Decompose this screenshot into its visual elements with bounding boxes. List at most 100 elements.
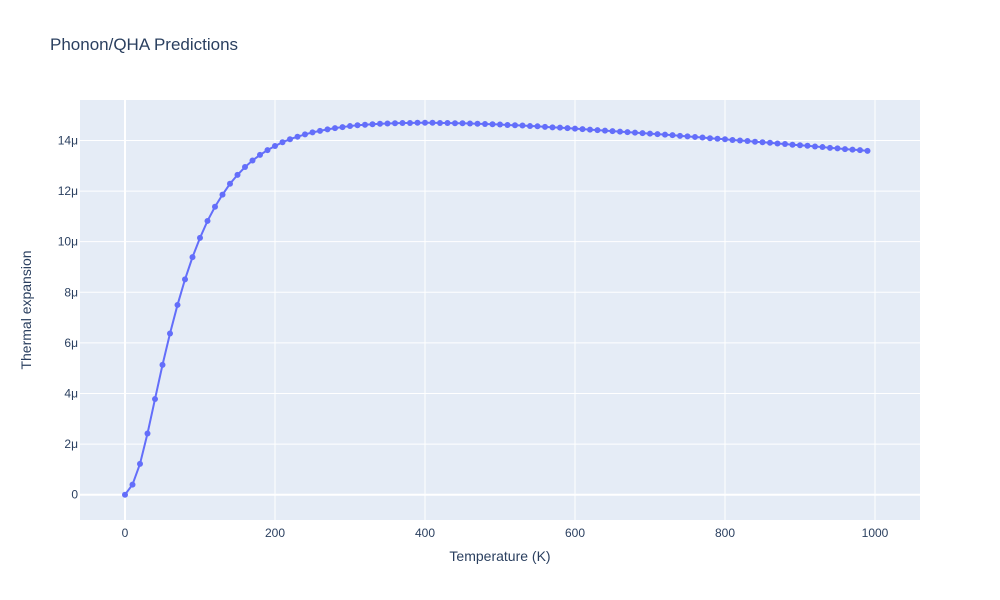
data-point[interactable] xyxy=(212,203,218,210)
data-point[interactable] xyxy=(399,120,406,127)
data-point[interactable] xyxy=(437,120,443,127)
data-point[interactable] xyxy=(152,396,158,403)
data-point[interactable] xyxy=(459,120,466,127)
data-point[interactable] xyxy=(752,138,758,145)
data-point[interactable] xyxy=(467,120,473,127)
data-point[interactable] xyxy=(849,146,856,153)
data-point[interactable] xyxy=(234,171,241,178)
data-point[interactable] xyxy=(774,140,781,147)
data-point[interactable] xyxy=(797,142,803,149)
data-point[interactable] xyxy=(594,127,601,134)
data-point[interactable] xyxy=(369,121,376,128)
data-point[interactable] xyxy=(692,133,698,140)
data-point[interactable] xyxy=(714,135,721,142)
data-point[interactable] xyxy=(602,127,608,134)
data-point[interactable] xyxy=(249,157,256,164)
data-point[interactable] xyxy=(384,120,391,127)
data-point[interactable] xyxy=(662,131,668,138)
plot-area[interactable] xyxy=(80,100,920,520)
data-point[interactable] xyxy=(699,134,706,141)
data-point[interactable] xyxy=(572,125,578,132)
data-point[interactable] xyxy=(287,136,293,143)
data-point[interactable] xyxy=(339,124,346,131)
data-point[interactable] xyxy=(429,119,436,126)
data-point[interactable] xyxy=(759,139,766,146)
data-point[interactable] xyxy=(324,126,331,133)
data-point[interactable] xyxy=(414,119,421,126)
data-point[interactable] xyxy=(159,361,166,368)
data-point[interactable] xyxy=(549,124,556,131)
data-point[interactable] xyxy=(632,129,638,136)
data-point[interactable] xyxy=(242,164,248,171)
data-point[interactable] xyxy=(624,129,631,136)
data-point[interactable] xyxy=(534,123,541,130)
data-point[interactable] xyxy=(647,130,653,137)
data-point[interactable] xyxy=(827,144,833,151)
data-point[interactable] xyxy=(482,121,488,128)
data-point[interactable] xyxy=(309,129,316,136)
data-point[interactable] xyxy=(864,147,871,154)
data-point[interactable] xyxy=(219,191,226,198)
data-point[interactable] xyxy=(789,141,796,148)
data-point[interactable] xyxy=(182,276,188,283)
data-point[interactable] xyxy=(167,330,173,337)
data-point[interactable] xyxy=(767,139,773,146)
data-point[interactable] xyxy=(504,122,511,129)
data-point[interactable] xyxy=(639,130,646,137)
data-point[interactable] xyxy=(474,120,481,127)
data-point[interactable] xyxy=(422,119,428,126)
data-point[interactable] xyxy=(189,254,196,261)
data-point[interactable] xyxy=(407,120,413,127)
data-point[interactable] xyxy=(542,123,548,130)
data-point[interactable] xyxy=(804,142,811,149)
data-point[interactable] xyxy=(834,145,841,152)
data-point[interactable] xyxy=(579,126,586,133)
data-point[interactable] xyxy=(279,139,286,146)
data-point[interactable] xyxy=(557,124,563,131)
data-point[interactable] xyxy=(497,121,503,128)
data-point[interactable] xyxy=(204,217,211,224)
data-point[interactable] xyxy=(654,131,661,138)
data-point[interactable] xyxy=(129,481,136,488)
data-point[interactable] xyxy=(137,460,143,467)
data-point[interactable] xyxy=(677,132,683,139)
data-point[interactable] xyxy=(707,135,713,142)
data-point[interactable] xyxy=(272,143,278,150)
data-point[interactable] xyxy=(347,123,353,130)
data-point[interactable] xyxy=(842,146,848,153)
data-point[interactable] xyxy=(609,128,616,135)
data-point[interactable] xyxy=(362,121,368,128)
data-point[interactable] xyxy=(587,126,593,133)
data-point[interactable] xyxy=(722,136,728,143)
data-point[interactable] xyxy=(317,127,323,134)
data-point[interactable] xyxy=(122,491,128,498)
data-point[interactable] xyxy=(302,131,308,138)
data-point[interactable] xyxy=(294,133,301,140)
data-point[interactable] xyxy=(744,137,751,144)
data-point[interactable] xyxy=(144,430,151,437)
data-point[interactable] xyxy=(729,136,736,143)
data-point[interactable] xyxy=(452,120,458,127)
data-point[interactable] xyxy=(257,151,263,158)
data-point[interactable] xyxy=(782,141,788,148)
data-point[interactable] xyxy=(489,121,496,128)
data-point[interactable] xyxy=(812,143,818,150)
data-point[interactable] xyxy=(617,128,623,135)
data-point[interactable] xyxy=(227,180,233,187)
data-point[interactable] xyxy=(519,122,526,129)
data-point[interactable] xyxy=(444,120,451,127)
data-point[interactable] xyxy=(392,120,398,127)
data-point[interactable] xyxy=(264,147,271,154)
data-point[interactable] xyxy=(197,234,203,241)
data-point[interactable] xyxy=(564,125,571,132)
data-point[interactable] xyxy=(737,137,743,144)
data-point[interactable] xyxy=(174,301,181,308)
data-point[interactable] xyxy=(684,133,691,140)
data-point[interactable] xyxy=(819,144,826,151)
data-point[interactable] xyxy=(669,132,676,139)
data-point[interactable] xyxy=(857,147,863,154)
data-point[interactable] xyxy=(354,122,361,129)
data-point[interactable] xyxy=(377,120,383,127)
data-point[interactable] xyxy=(332,125,338,132)
data-point[interactable] xyxy=(527,123,533,130)
